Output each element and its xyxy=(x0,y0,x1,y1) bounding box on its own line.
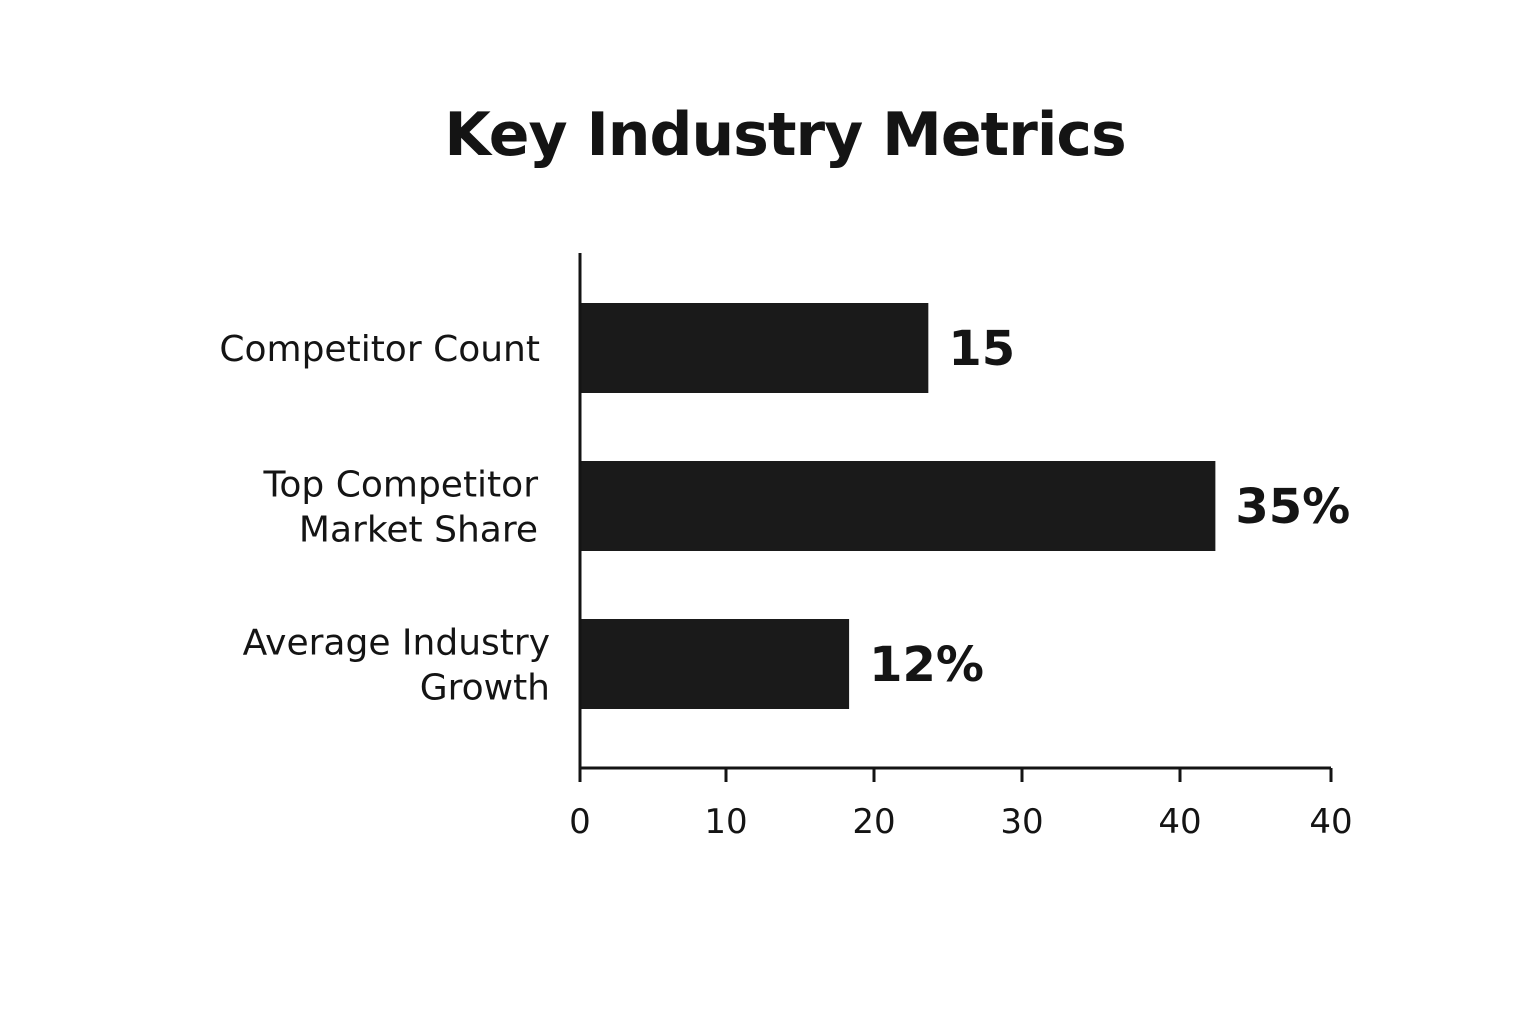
category-labels-layer: Competitor Count Top Competitor Market Sha… xyxy=(219,329,550,709)
category-label-line: Market Share xyxy=(299,510,538,551)
value-labels-layer: 15 35% 12% xyxy=(869,321,1350,693)
x-tick-label: 20 xyxy=(852,802,895,842)
bars-layer xyxy=(580,303,1216,709)
bar-value-label: 15 xyxy=(948,321,1015,377)
chart-title: Key Industry Metrics xyxy=(444,100,1126,170)
bar-value-label: 12% xyxy=(869,637,984,693)
x-tick-label: 10 xyxy=(704,802,747,842)
category-label-line: Competitor Count xyxy=(219,329,540,370)
bar xyxy=(580,303,929,393)
category-label: Average Industry Growth xyxy=(243,623,550,709)
bar xyxy=(580,461,1216,551)
x-tick-label: 40 xyxy=(1158,802,1201,842)
x-tick-label: 40 xyxy=(1309,802,1352,842)
category-label: Competitor Count xyxy=(219,329,540,370)
axis-layer: 0 10 20 30 40 40 xyxy=(569,253,1353,842)
bar-value-label: 35% xyxy=(1235,479,1350,535)
x-tick-label: 30 xyxy=(1000,802,1043,842)
bar xyxy=(580,619,850,709)
category-label-line: Average Industry xyxy=(243,623,550,664)
category-label-line: Top Competitor xyxy=(263,465,539,506)
category-label-line: Growth xyxy=(420,668,550,709)
category-label: Top Competitor Market Share xyxy=(263,465,539,551)
x-tick-label: 0 xyxy=(569,802,591,842)
